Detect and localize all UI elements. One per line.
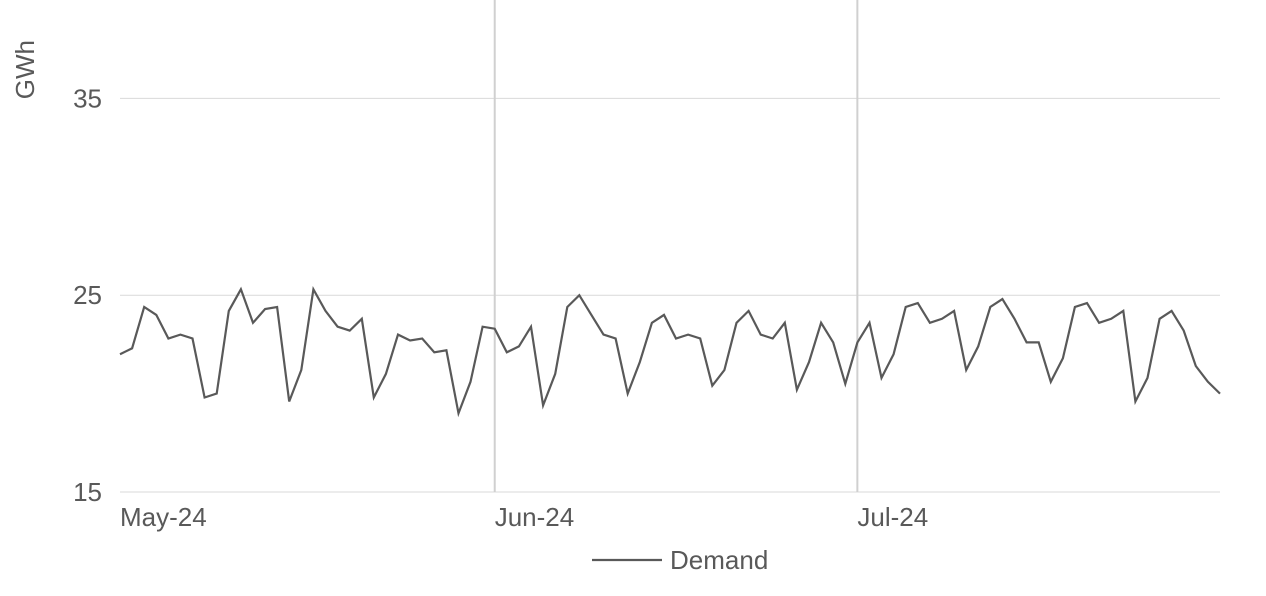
y-tick-label: 35 <box>73 83 102 113</box>
y-tick-label: 25 <box>73 280 102 310</box>
demand-line-chart: 15 25 35 May-24 Jun-24 Jul-24 GWh Demand <box>0 0 1266 596</box>
x-tick-label: Jun-24 <box>495 502 575 532</box>
y-tick-label: 15 <box>73 477 102 507</box>
legend-label: Demand <box>670 545 768 575</box>
x-tick-label: May-24 <box>120 502 207 532</box>
x-tick-label: Jul-24 <box>857 502 928 532</box>
y-axis-label: GWh <box>10 40 40 99</box>
chart-svg: 15 25 35 May-24 Jun-24 Jul-24 GWh Demand <box>0 0 1266 596</box>
